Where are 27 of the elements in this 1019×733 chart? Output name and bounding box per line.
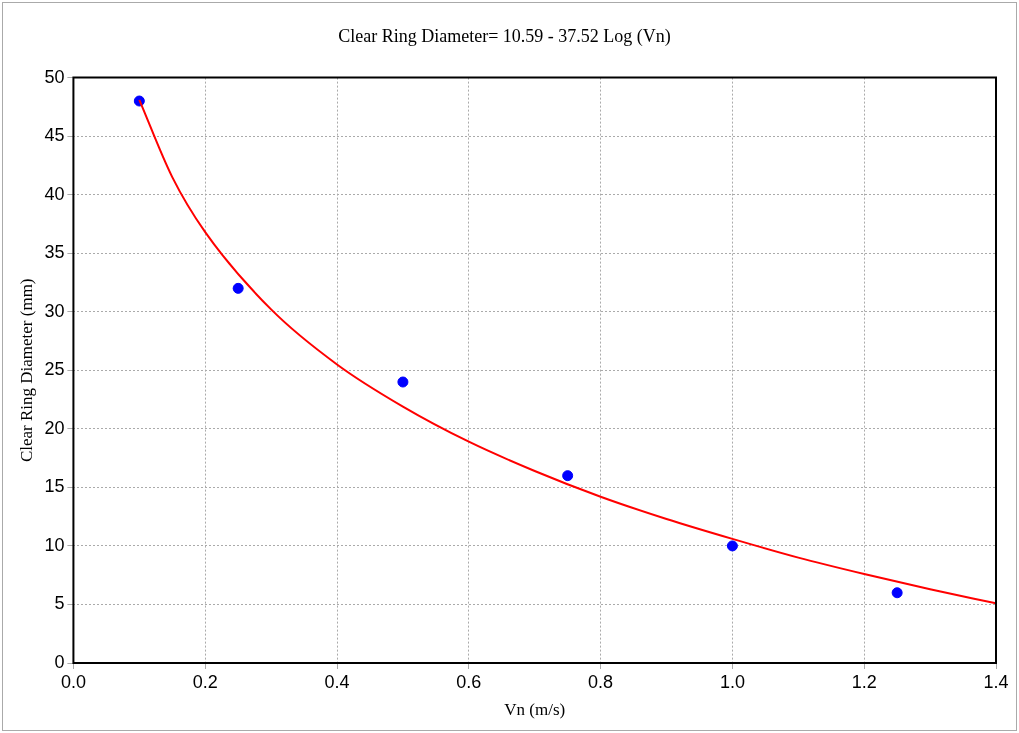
chart-title: Clear Ring Diameter= 10.59 - 37.52 Log (Vn) bbox=[338, 25, 671, 47]
y-tick-label: 20 bbox=[44, 417, 65, 438]
y-tick-label: 25 bbox=[44, 359, 65, 380]
y-tick-label: 5 bbox=[54, 593, 65, 614]
x-tick-label: 0.4 bbox=[324, 671, 350, 692]
y-tick-label: 45 bbox=[44, 125, 65, 146]
x-axis-title: Vn (m/s) bbox=[504, 700, 566, 720]
point bbox=[726, 540, 738, 552]
y-tick-label: 15 bbox=[44, 476, 65, 497]
x-tick-label: 0.2 bbox=[192, 671, 218, 692]
point bbox=[562, 470, 574, 482]
x-tick-label: 0.6 bbox=[456, 671, 482, 692]
x-tick-label: 1.0 bbox=[719, 671, 745, 692]
y-tick-label: 10 bbox=[44, 534, 65, 555]
y-axis-title: Clear Ring Diameter (mm) bbox=[16, 278, 36, 463]
x-tick-label: 1.4 bbox=[983, 671, 1009, 692]
y-tick-label: 0 bbox=[54, 651, 65, 672]
point bbox=[891, 587, 903, 599]
y-tick-label: 30 bbox=[44, 300, 65, 321]
x-tick-label: 0.0 bbox=[60, 671, 86, 692]
x-tick-label: 0.8 bbox=[588, 671, 614, 692]
y-tick-label: 50 bbox=[44, 66, 65, 87]
point bbox=[397, 376, 409, 388]
y-tick-label: 35 bbox=[44, 242, 65, 263]
point bbox=[232, 282, 244, 294]
x-tick-label: 1.2 bbox=[851, 671, 877, 692]
y-tick-label: 40 bbox=[44, 183, 65, 204]
